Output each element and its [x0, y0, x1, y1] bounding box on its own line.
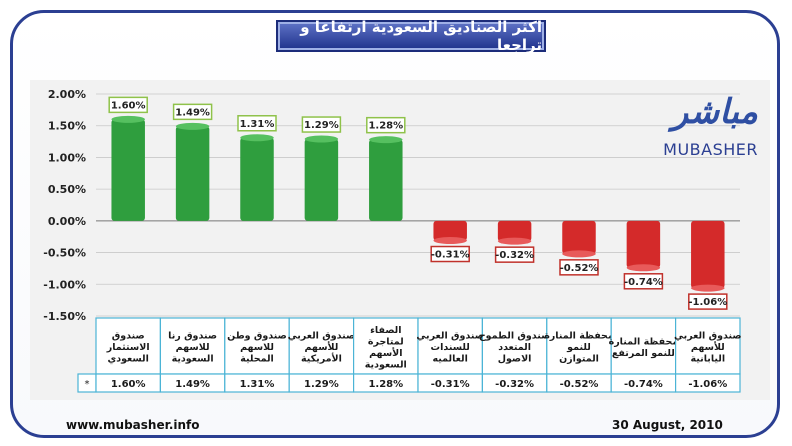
table-value: -0.74% [624, 379, 663, 390]
bar-group: 1.29% [301, 116, 342, 221]
bar-cap [111, 115, 145, 123]
bar-chart: 2.00% 1.50% 1.00% 0.50% 0.00% -0.50% -1.00% -1.… [43, 88, 742, 393]
category-cell [417, 317, 484, 375]
category-label: صندوق الطموح المتعدد الاصول [479, 331, 551, 365]
category-cell [674, 317, 741, 375]
bar [691, 220, 725, 289]
bar-group: -1.06% [688, 220, 728, 310]
bar [304, 139, 339, 221]
data-label-box [366, 116, 406, 134]
chart-area: 2.00% 1.50% 1.00% 0.50% 0.00% -0.50% -1.00% -1.… [30, 80, 770, 400]
value-cell [674, 373, 741, 393]
table-value: 1.31% [240, 379, 275, 390]
data-label-box [430, 245, 470, 263]
table-value: 1.28% [368, 379, 403, 390]
data-label: -0.31% [431, 250, 470, 261]
footer-date: 30 August, 2010 [612, 418, 723, 432]
bar-group: -0.74% [623, 220, 664, 290]
data-label-box [623, 273, 664, 290]
table-value: 1.60% [111, 379, 146, 390]
y-tick-label: 0.00% [48, 215, 86, 228]
bar-cap [691, 284, 725, 292]
y-tick-label: -1.50% [43, 310, 86, 323]
data-label-box [301, 116, 342, 133]
table-value: -0.31% [431, 379, 470, 390]
data-label-box [559, 259, 599, 276]
data-label: -0.32% [495, 250, 534, 261]
data-label-box [237, 115, 277, 132]
y-tick-label: 2.00% [48, 88, 86, 101]
data-label: 1.29% [304, 120, 339, 131]
category-label: صندوق وطن للاسهم المحلية [227, 331, 287, 365]
bar-group: 1.31% [237, 115, 277, 221]
y-tick-label: 1.00% [48, 151, 86, 164]
y-tick-label: -1.00% [43, 278, 86, 291]
chart-title: اكثر الصناديق السعودية ارتفاعا و تراجعا [278, 18, 544, 54]
bar [562, 220, 596, 254]
bar [497, 220, 532, 242]
y-tick-label: 0.50% [48, 183, 86, 196]
category-label: محفظة المنارة للنمو المرتفع [609, 336, 679, 359]
category-cell [224, 317, 290, 375]
data-label: 1.49% [175, 107, 210, 118]
bar [240, 137, 274, 221]
category-label: صندوق رنا للاسهم السعودية [168, 331, 217, 365]
table-value: 1.29% [304, 379, 339, 390]
y-tick-label: 1.50% [48, 120, 86, 133]
bar [111, 119, 145, 221]
category-label: صندوق العربي للأسهم اليابانية [674, 331, 742, 365]
logo-english-text: MUBASHER [663, 140, 758, 159]
category-label: محفظة المنارة للنمو المتوازن [544, 331, 614, 365]
data-label: -1.06% [688, 297, 727, 308]
data-label: 1.31% [240, 119, 275, 130]
data-label: 1.28% [368, 121, 403, 132]
bar-cap [562, 250, 596, 258]
footer-url[interactable]: www.mubasher.info [66, 418, 200, 432]
data-label-box [172, 103, 213, 121]
data-label: 1.60% [111, 100, 146, 111]
category-label: صندوق العربي للسندات العالميه [416, 331, 484, 365]
data-label-box [494, 246, 535, 263]
data-label-box [108, 96, 148, 114]
category-label: صندوق الاستثمار السعودي [106, 331, 150, 365]
bar-cap [304, 135, 339, 143]
bar-cap [433, 237, 467, 245]
bar [433, 220, 467, 241]
table-value: -1.06% [688, 379, 727, 390]
mubasher-logo: مباشر MUBASHER [663, 92, 764, 164]
bar-group: 1.28% [366, 116, 406, 221]
table-series-marker: * [85, 379, 90, 390]
table-value: -0.52% [560, 379, 599, 390]
bar-cap [497, 237, 532, 245]
logo-arabic-text: مباشر [671, 92, 758, 132]
category-cell [353, 317, 419, 375]
bar [626, 220, 661, 268]
category-label: صندوق العربي للأسهم الأمريكية [288, 331, 356, 365]
bar-group: 1.49% [172, 103, 213, 221]
bar [175, 126, 210, 221]
bar [369, 139, 403, 221]
category-label: الصفاء لمتاجرة الأسهم السعودية [365, 325, 407, 371]
table-value: -0.32% [495, 379, 534, 390]
bar-cap [240, 134, 274, 142]
bar-group: -0.52% [559, 220, 599, 276]
data-label: -0.52% [560, 263, 599, 274]
bar-group: -0.31% [430, 220, 470, 263]
bar-cap [626, 264, 661, 272]
bar-cap [369, 136, 403, 144]
bar-cap [175, 122, 210, 130]
data-label: -0.74% [624, 277, 663, 288]
y-tick-label: -0.50% [43, 247, 86, 260]
table-value: 1.49% [175, 379, 210, 390]
bar-group: 1.60% [108, 96, 148, 221]
bar-group: -0.32% [494, 220, 535, 263]
data-label-box [688, 293, 728, 310]
